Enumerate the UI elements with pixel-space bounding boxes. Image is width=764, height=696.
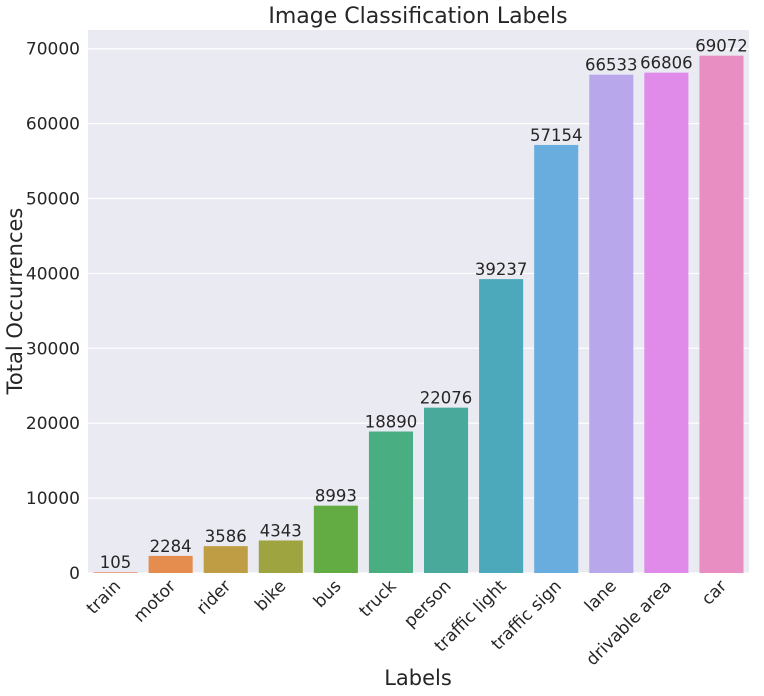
plot-area — [88, 30, 749, 573]
y-tick-label: 60000 — [26, 115, 80, 135]
bar-traffic-sign — [534, 144, 579, 573]
bar-drivable-area — [644, 72, 689, 574]
bar-bus — [313, 505, 358, 573]
y-tick-label: 10000 — [26, 489, 80, 509]
x-axis-title: Labels — [384, 666, 452, 690]
data-label: 69072 — [695, 37, 748, 56]
x-tick-label: person — [400, 576, 455, 631]
data-label: 3586 — [205, 527, 247, 546]
bar-car — [699, 55, 744, 573]
bar-bike — [258, 540, 303, 573]
data-label: 66533 — [585, 56, 638, 75]
data-label: 18890 — [365, 413, 418, 432]
x-tick-label: bus — [310, 576, 346, 612]
y-tick-label: 30000 — [26, 339, 80, 359]
data-label: 57154 — [530, 126, 583, 145]
bar-lane — [589, 74, 634, 574]
y-tick-label: 0 — [69, 564, 80, 584]
bar-truck — [368, 431, 413, 573]
bar-traffic-light — [479, 279, 524, 573]
x-axis-tick-labels: train motor rider bike bus truck persontraffic… — [83, 576, 731, 670]
y-tick-label: 50000 — [26, 190, 80, 210]
data-label: 105 — [100, 553, 132, 572]
x-tick-label: car — [698, 576, 731, 609]
bars — [93, 55, 744, 574]
data-label: 8993 — [315, 487, 357, 506]
x-tick-label: train — [83, 576, 125, 618]
data-label: 2284 — [150, 537, 192, 556]
y-tick-label: 70000 — [26, 40, 80, 60]
x-tick-label: motor — [130, 576, 180, 626]
bar-motor — [148, 555, 193, 573]
data-label: 66806 — [640, 54, 693, 73]
x-tick-label: truck — [356, 576, 401, 621]
bar-train — [93, 572, 138, 573]
y-axis-title: Total Occurrences — [3, 208, 27, 396]
y-tick-label: 40000 — [26, 264, 80, 284]
y-tick-label: 20000 — [26, 414, 80, 434]
x-tick-label: lane — [581, 576, 621, 616]
data-label: 39237 — [475, 260, 528, 279]
chart-title: Image Classification Labels — [268, 4, 567, 29]
data-label: 22076 — [420, 389, 473, 408]
x-tick-label: bike — [251, 576, 290, 615]
bar-person — [424, 407, 469, 573]
bar-rider — [203, 546, 248, 573]
data-label: 4343 — [260, 521, 302, 540]
gridlines — [88, 48, 749, 574]
y-axis-tick-labels: 0 10000 20000 30000 40000 50000 60000 70000 — [26, 40, 80, 584]
x-tick-label: rider — [193, 576, 235, 618]
